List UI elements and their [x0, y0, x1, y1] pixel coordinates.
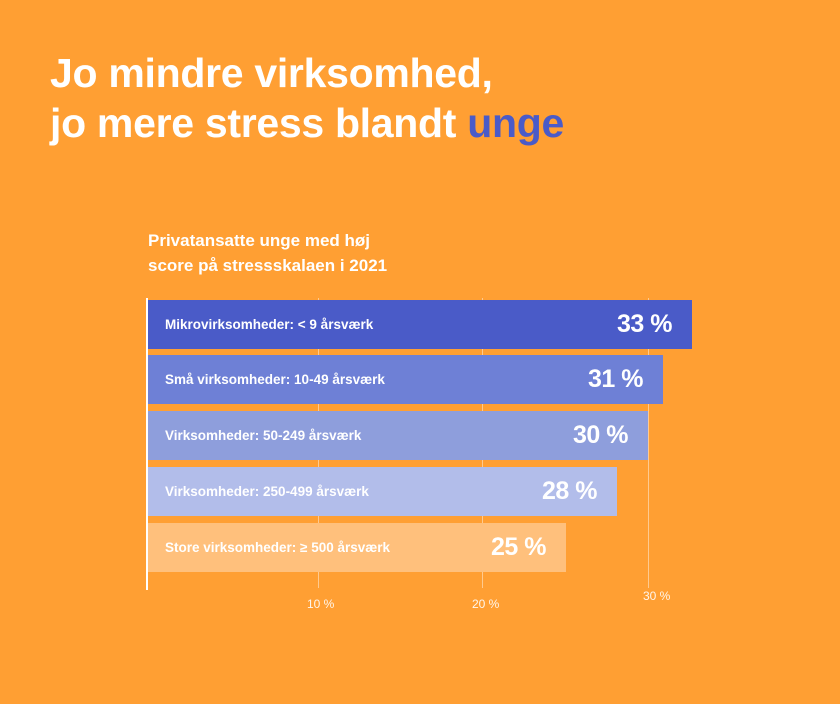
page-title: Jo mindre virksomhed, jo mere stress bla…: [50, 48, 564, 148]
bar-label: Mikrovirksomheder: < 9 årsværk: [165, 317, 374, 332]
x-tick-10: 10 %: [307, 597, 335, 611]
y-axis-line: [146, 298, 148, 590]
bar-value: 25 %: [491, 533, 546, 561]
bar-value: 31 %: [588, 365, 643, 393]
title-accent-word: unge: [467, 100, 564, 146]
chart-title-line-2: score på stressskalaen i 2021: [148, 256, 388, 275]
title-line-2: jo mere stress blandt unge: [50, 98, 564, 148]
bar-label: Virksomheder: 50-249 årsværk: [165, 428, 362, 443]
x-tick-20: 20 %: [472, 597, 500, 611]
bar-value: 30 %: [573, 421, 628, 449]
chart-title-line-1: Privatansatte unge med høj: [148, 231, 370, 250]
x-tick-30: 30 %: [643, 589, 671, 603]
bar-label: Virksomheder: 250-499 årsværk: [165, 484, 369, 499]
bar-small: Små virksomheder: 10-49 årsværk 31 %: [148, 355, 663, 404]
bar-label: Store virksomheder: ≥ 500 årsværk: [165, 540, 391, 555]
bar-medium: Virksomheder: 50-249 årsværk 30 %: [148, 411, 648, 460]
bar-value: 33 %: [617, 310, 672, 338]
bar-micro: Mikrovirksomheder: < 9 årsværk 33 %: [148, 300, 692, 349]
gridline-30: [648, 298, 649, 588]
bar-value: 28 %: [542, 477, 597, 505]
bar-very-large: Store virksomheder: ≥ 500 årsværk 25 %: [148, 523, 566, 572]
title-line-1: Jo mindre virksomhed,: [50, 50, 493, 96]
bar-label: Små virksomheder: 10-49 årsværk: [165, 372, 385, 387]
title-line-2-prefix: jo mere stress blandt: [50, 100, 468, 146]
chart-title: Privatansatte unge med høj score på stre…: [148, 228, 387, 278]
bar-large: Virksomheder: 250-499 årsværk 28 %: [148, 467, 617, 516]
